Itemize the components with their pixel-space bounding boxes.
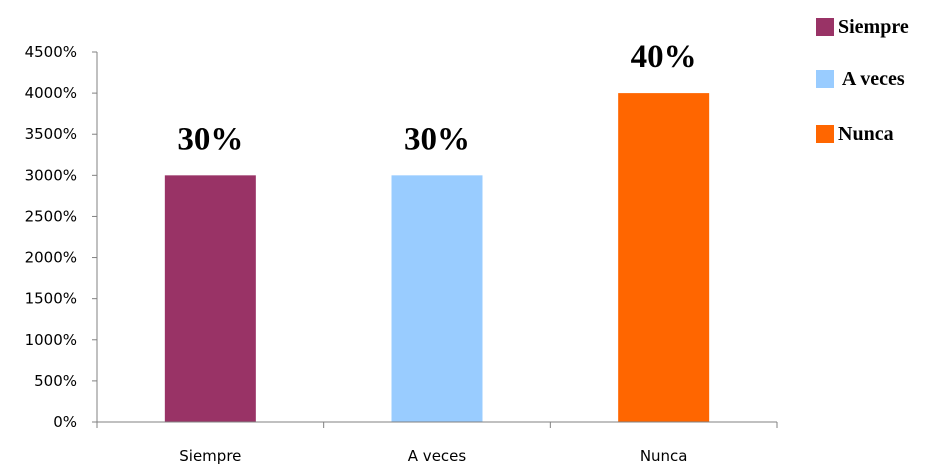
y-tick-label: 2000% — [25, 249, 77, 267]
legend-item-nunca: Nunca — [816, 123, 894, 145]
data-label: 30% — [177, 121, 243, 157]
legend-swatch-a-veces — [816, 70, 834, 88]
x-tick-label: A veces — [408, 447, 467, 465]
legend-item-siempre: Siempre — [816, 16, 909, 38]
legend-label-siempre: Siempre — [838, 15, 909, 38]
y-tick-label: 0% — [53, 413, 77, 431]
bar-nunca — [618, 93, 710, 422]
legend-label-a-veces: A veces — [838, 67, 905, 90]
x-tick-label: Siempre — [179, 447, 241, 465]
y-tick-label: 4500% — [25, 43, 77, 61]
data-label: 40% — [631, 39, 697, 75]
bars — [164, 93, 710, 422]
x-tick-label: Nunca — [640, 447, 688, 465]
bar-siempre — [164, 175, 256, 422]
y-tick-label: 1000% — [25, 331, 77, 349]
y-tick-label: 500% — [34, 372, 77, 390]
legend-item-a-veces: A veces — [816, 68, 905, 90]
y-tick-label: 4000% — [25, 84, 77, 102]
data-labels: 30% 30% 40% — [177, 39, 696, 157]
y-tick-label: 1500% — [25, 290, 77, 308]
legend-swatch-nunca — [816, 125, 834, 143]
bar-a-veces — [391, 175, 483, 422]
y-axis-ticks: 0% 500% 1000% 1500% 2000% 2500% 3000% 3500% 4000… — [25, 43, 77, 431]
data-label: 30% — [404, 121, 470, 157]
axes — [92, 51, 778, 428]
y-tick-label: 3500% — [25, 125, 77, 143]
y-tick-label: 2500% — [25, 207, 77, 225]
x-axis-labels: Siempre A veces Nunca — [179, 447, 687, 465]
y-tick-label: 3000% — [25, 166, 77, 184]
legend-label-nunca: Nunca — [838, 122, 894, 145]
legend-swatch-siempre — [816, 18, 834, 36]
